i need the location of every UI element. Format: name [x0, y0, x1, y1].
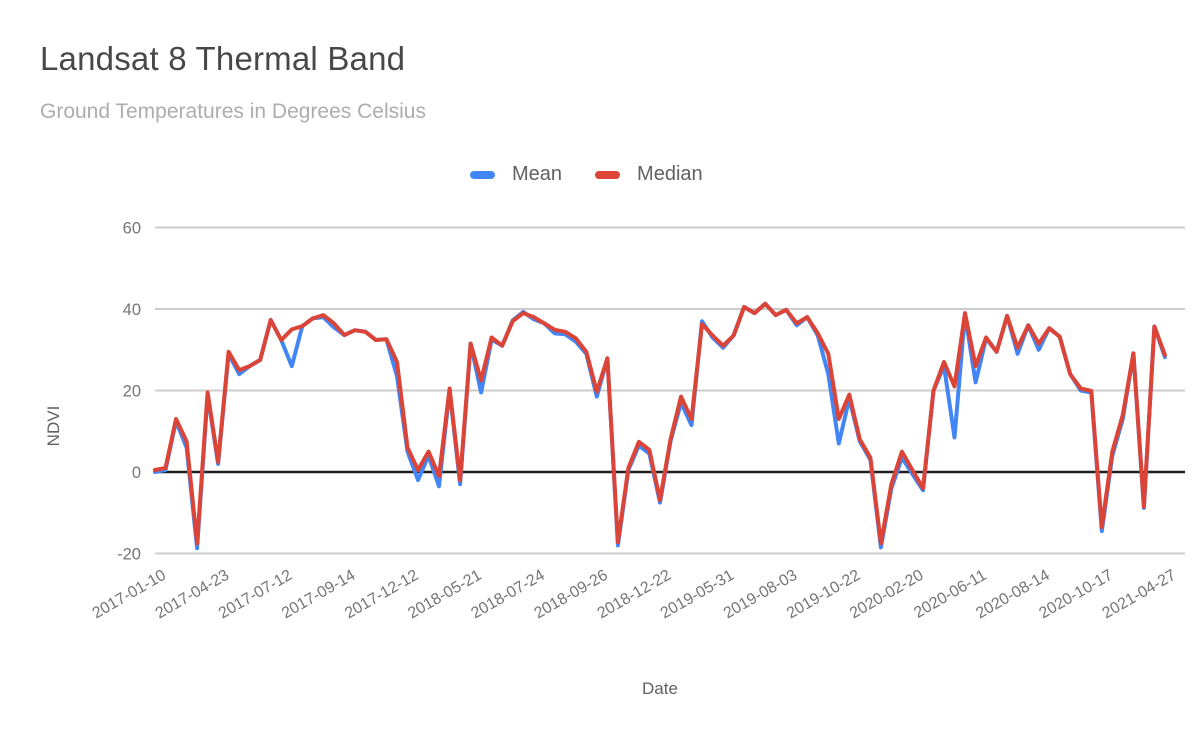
median-series-swatch-icon — [595, 170, 621, 179]
chart-subtitle: Ground Temperatures in Degrees Celsius — [40, 100, 426, 123]
mean-series-swatch-icon — [470, 170, 495, 179]
median-line — [153, 301, 1167, 546]
chart-title: Landsat 8 Thermal Band — [40, 40, 406, 77]
legend-label-median: Median — [637, 163, 703, 185]
y-tick-label: 60 — [123, 220, 141, 238]
x-axis-title: Date — [642, 679, 678, 698]
legend-item-mean[interactable]: Mean — [470, 163, 562, 186]
y-tick-label: 0 — [132, 464, 141, 482]
y-tick-label: 20 — [123, 383, 141, 401]
y-tick-label: 40 — [123, 301, 141, 319]
legend: Mean Median — [470, 163, 703, 186]
legend-item-median[interactable]: Median — [595, 163, 703, 186]
y-tick-label: -20 — [117, 546, 141, 564]
y-axis-title: NDVI — [44, 405, 63, 447]
legend-label-mean: Mean — [512, 163, 563, 185]
